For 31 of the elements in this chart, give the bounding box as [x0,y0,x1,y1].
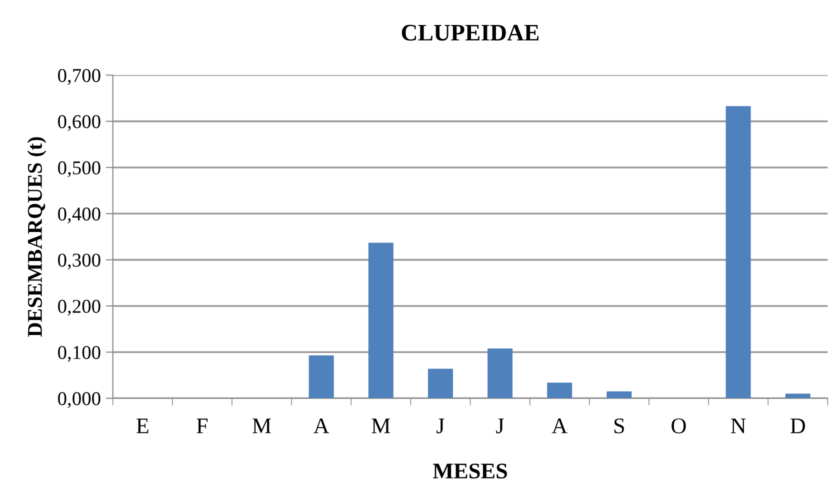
x-tick-label: A [552,418,568,434]
x-tick-label: J [496,418,504,434]
y-tick-label: 0,700 [58,68,100,85]
bar [488,348,513,398]
y-tick-label: 0,400 [58,207,100,224]
bar [368,242,394,398]
y-axis-title: DESEMBARQUES (t) [27,137,46,337]
x-axis-title: MESES [432,464,507,479]
x-tick-label: M [252,418,271,434]
y-tick-label: 0,000 [58,392,100,408]
y-tick-label: 0,100 [58,346,100,362]
x-tick-label: O [672,418,686,434]
x-tick-label: J [436,418,444,434]
bar [785,394,810,398]
bar [726,106,751,398]
x-tick-label: E [136,418,148,434]
y-tick-label: 0,300 [58,254,100,270]
x-tick-label: S [614,418,624,434]
x-tick-label: D [790,418,805,434]
x-tick-label: M [372,418,390,434]
y-tick-label: 0,500 [58,161,100,178]
x-tick-label: F [196,418,208,434]
x-tick-label: A [314,418,330,434]
bar [428,368,453,398]
bar [308,355,334,398]
y-tick-label: 0,200 [58,300,100,316]
bar [606,391,632,398]
y-tick-label: 0,600 [58,115,100,132]
x-tick-label: N [730,418,746,434]
chart-title: CLUPEIDAE [402,24,539,41]
bar [547,382,572,398]
